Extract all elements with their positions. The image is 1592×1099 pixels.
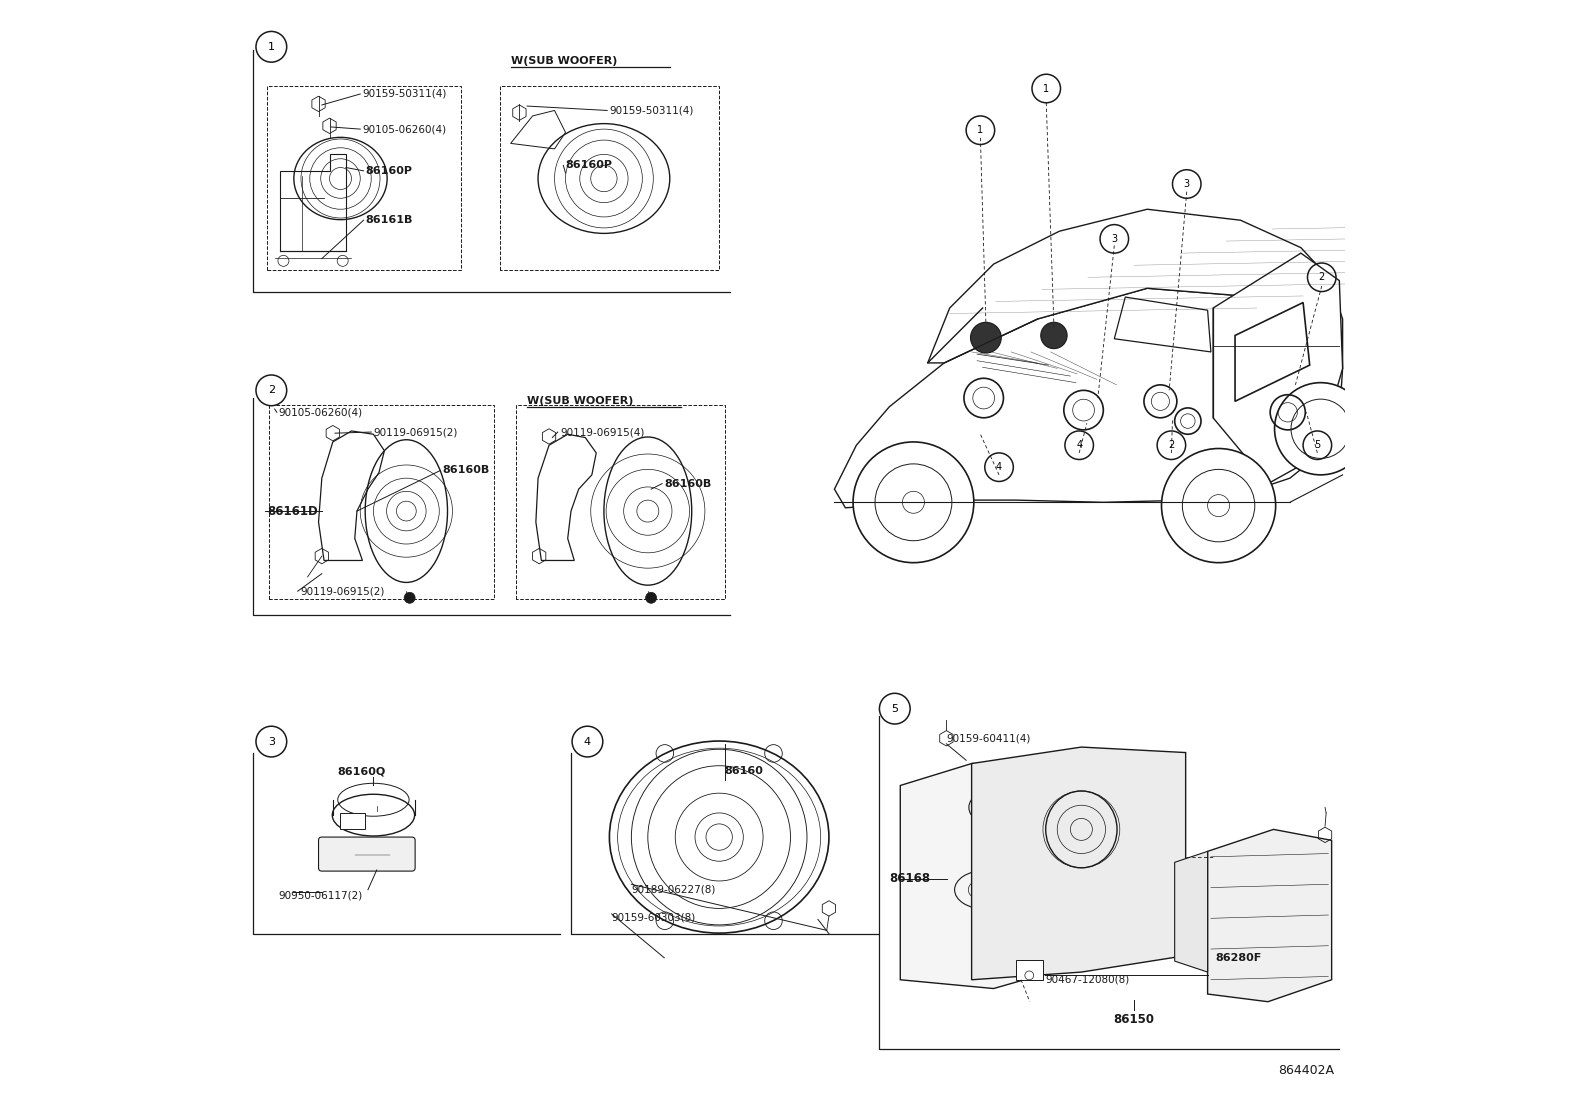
Text: 90119-06915(4): 90119-06915(4) <box>560 428 645 437</box>
Text: 4: 4 <box>584 736 591 746</box>
Text: 90189-06227(8): 90189-06227(8) <box>632 885 716 895</box>
Text: 86280F: 86280F <box>1215 953 1261 963</box>
Text: W(SUB WOOFER): W(SUB WOOFER) <box>511 56 618 66</box>
Bar <box>1016 961 1043 980</box>
Text: 90159-60411(4): 90159-60411(4) <box>946 733 1030 743</box>
Polygon shape <box>899 764 1070 988</box>
Text: 1: 1 <box>977 125 984 135</box>
Text: 90119-06915(2): 90119-06915(2) <box>374 428 458 437</box>
Polygon shape <box>834 288 1342 508</box>
Text: 86160B: 86160B <box>664 479 712 489</box>
Text: 5: 5 <box>892 703 898 713</box>
Text: 86160P: 86160P <box>565 160 613 170</box>
Circle shape <box>646 592 656 603</box>
Text: 3: 3 <box>267 736 275 746</box>
Text: 90119-06915(2): 90119-06915(2) <box>299 586 384 597</box>
Text: 2: 2 <box>1169 441 1175 451</box>
Polygon shape <box>1175 852 1208 973</box>
Text: 86161B: 86161B <box>366 215 412 225</box>
Text: 90159-50311(4): 90159-50311(4) <box>363 89 447 99</box>
Polygon shape <box>1208 830 1331 1001</box>
Text: 86160: 86160 <box>724 766 764 776</box>
Text: 1: 1 <box>1043 84 1049 93</box>
Text: 86168: 86168 <box>890 873 930 886</box>
Text: 90950-06117(2): 90950-06117(2) <box>279 890 361 900</box>
Text: 864402A: 864402A <box>1278 1064 1334 1077</box>
Polygon shape <box>1114 297 1212 352</box>
Text: 3: 3 <box>1184 179 1189 189</box>
Text: W(SUB WOOFER): W(SUB WOOFER) <box>527 397 634 407</box>
Text: 90105-06260(4): 90105-06260(4) <box>363 124 447 134</box>
Text: 86160P: 86160P <box>366 166 412 176</box>
Text: 90159-50311(4): 90159-50311(4) <box>610 106 694 115</box>
Text: 86160B: 86160B <box>443 466 490 476</box>
FancyBboxPatch shape <box>318 837 416 872</box>
Circle shape <box>404 592 416 603</box>
Circle shape <box>853 442 974 563</box>
Text: 90159-60303(8): 90159-60303(8) <box>611 912 696 922</box>
Text: 4: 4 <box>1076 441 1083 451</box>
Circle shape <box>971 322 1001 353</box>
Polygon shape <box>1235 302 1310 401</box>
Text: 3: 3 <box>1111 234 1118 244</box>
Circle shape <box>1162 448 1275 563</box>
Polygon shape <box>1213 253 1342 484</box>
Text: 5: 5 <box>1315 441 1320 451</box>
Polygon shape <box>928 209 1342 368</box>
Circle shape <box>1041 322 1067 348</box>
Bar <box>341 813 365 830</box>
Text: 1: 1 <box>267 42 275 52</box>
Text: 90105-06260(4): 90105-06260(4) <box>279 408 361 418</box>
Circle shape <box>1275 382 1368 475</box>
Text: 86150: 86150 <box>1113 1013 1154 1025</box>
Text: 2: 2 <box>1318 273 1325 282</box>
Text: 86161D: 86161D <box>267 504 318 518</box>
Text: 2: 2 <box>267 386 275 396</box>
Text: 90467-12080(8): 90467-12080(8) <box>1046 975 1129 985</box>
Text: 86160Q: 86160Q <box>338 766 385 776</box>
Text: 4: 4 <box>997 463 1001 473</box>
Polygon shape <box>971 747 1186 980</box>
